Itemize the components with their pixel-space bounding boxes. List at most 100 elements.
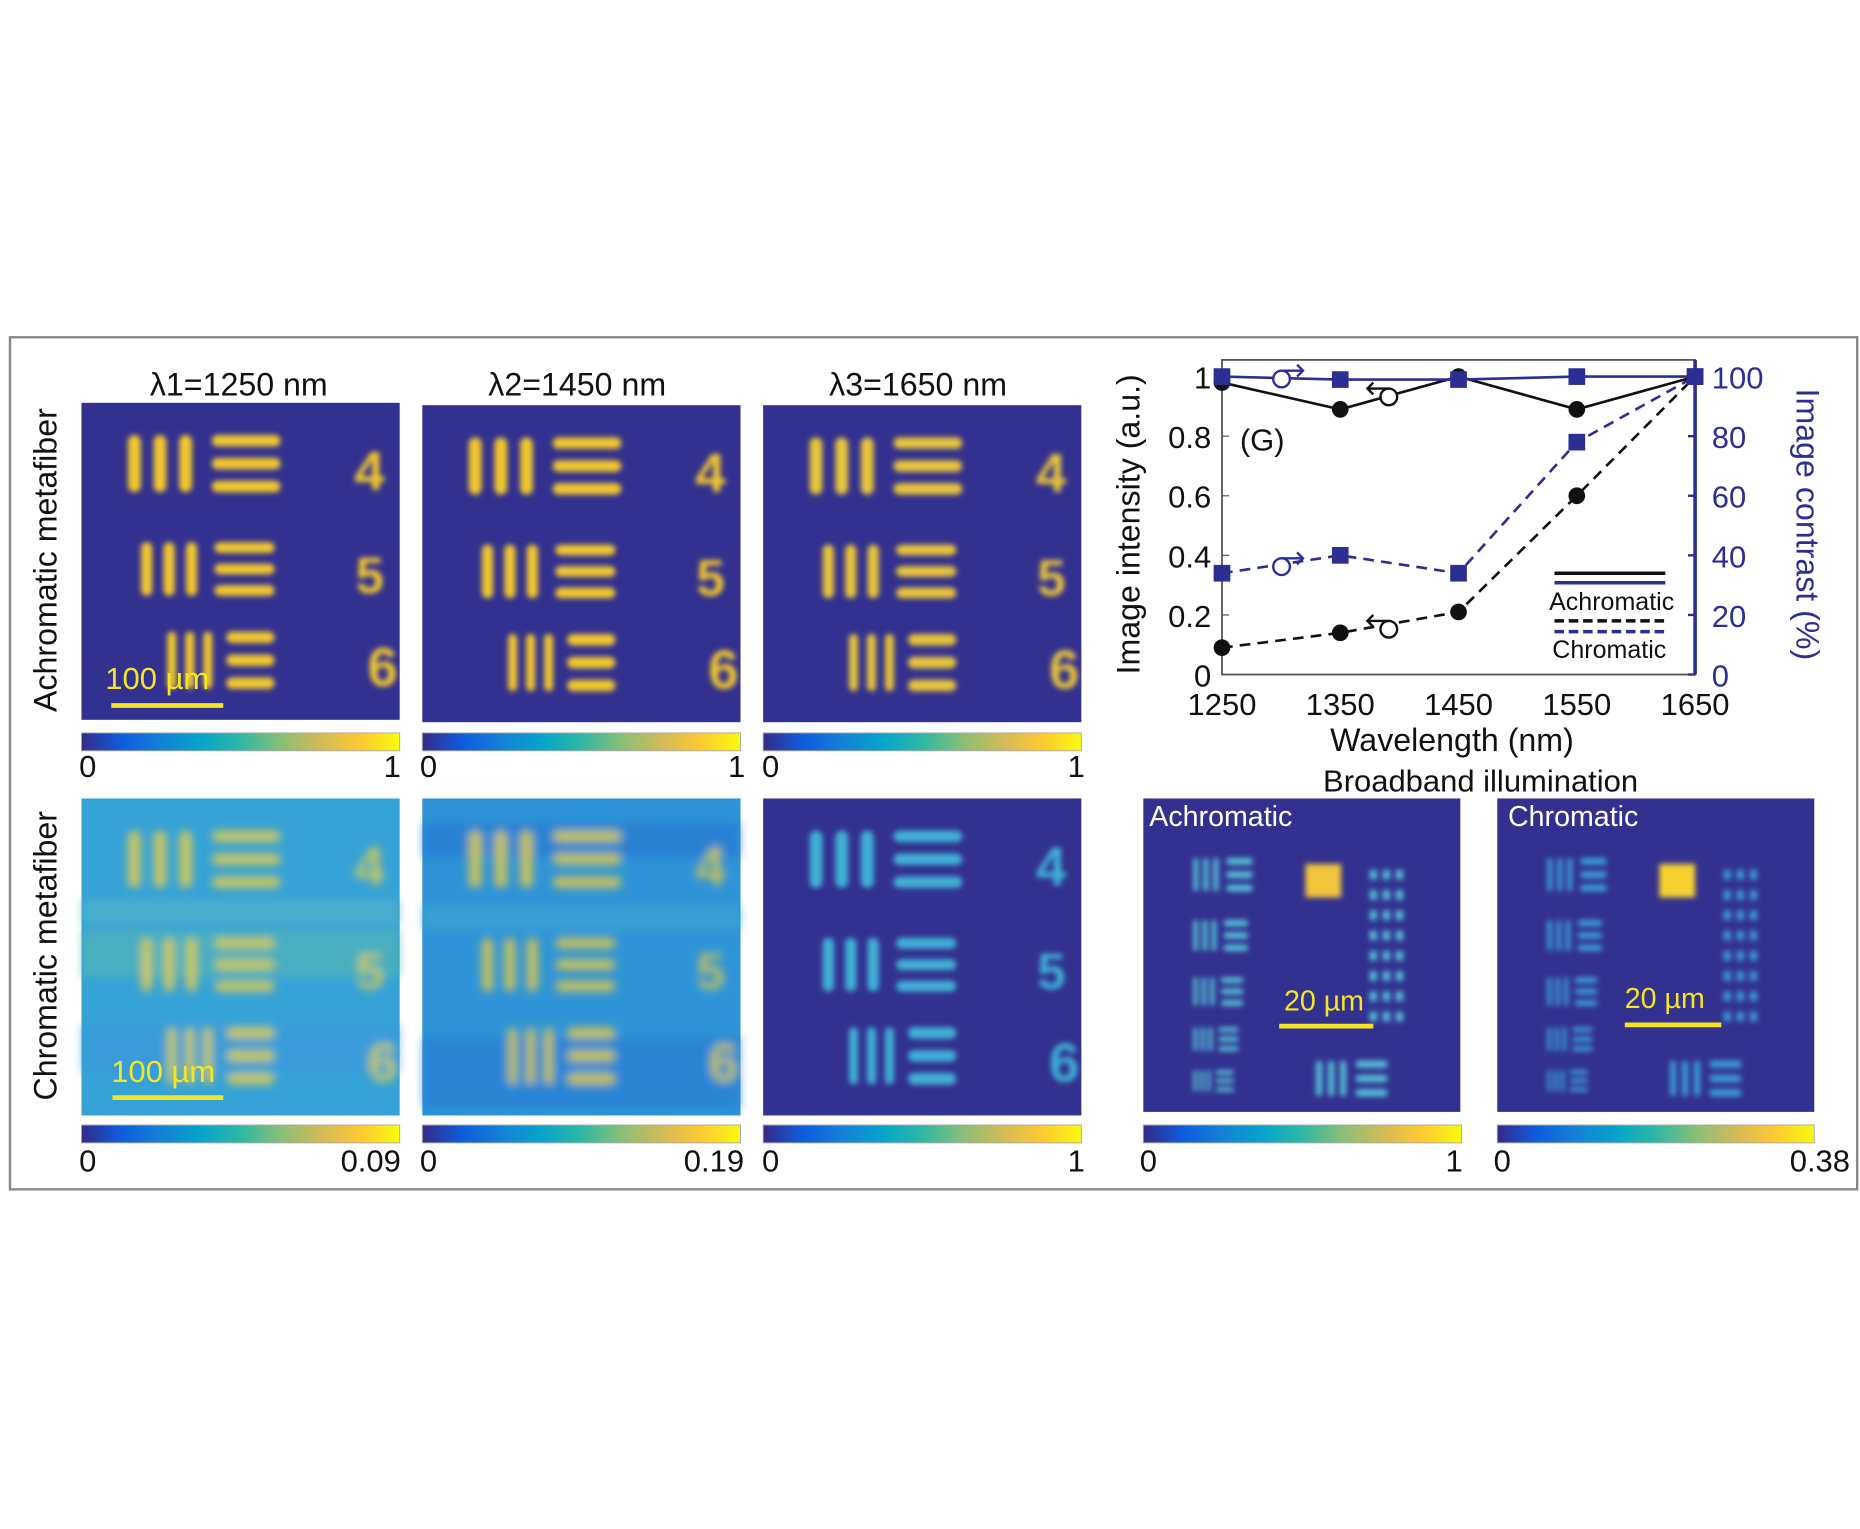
vertical-bar [163, 542, 175, 596]
vertical-bar [860, 830, 874, 888]
vertical-bar [835, 830, 849, 888]
vertical-bar [1316, 1060, 1323, 1097]
vertical-bar [520, 437, 533, 495]
vertical-bar [1208, 1027, 1213, 1052]
target-pattern: 4 5 6 [809, 830, 1079, 1094]
data-point [1331, 547, 1349, 564]
horizontal-bar [1226, 858, 1253, 865]
y-tick-label: 0.8 [1168, 420, 1211, 455]
vertical-bar [481, 937, 494, 992]
broadband-scalebar-label-1: 20 µm [1284, 986, 1364, 1018]
vertical-bar [504, 937, 516, 992]
vertical-bar [526, 937, 538, 992]
scalebar-label-top: 100 µm [105, 661, 209, 696]
small-element [1395, 910, 1404, 921]
axis-indicator-arrow-icon [1281, 551, 1305, 566]
horizontal-bar [1220, 977, 1244, 983]
small-element [1723, 930, 1731, 941]
colorbar [81, 1124, 401, 1144]
target-digit: 6 [367, 1033, 397, 1094]
broadband-title: Broadband illumination [1323, 763, 1638, 798]
small-element [1369, 951, 1377, 961]
small-element [1382, 991, 1391, 1002]
image-panel: 4 5 6 [81, 798, 400, 1116]
vertical-bar [1560, 1070, 1565, 1092]
image-panel: 4 5 6 [763, 798, 1082, 1116]
data-point [1568, 368, 1586, 385]
y2-tick-label: 100 [1712, 361, 1764, 396]
horizontal-bar [552, 876, 622, 888]
cbar-bb2-min: 0 [1494, 1143, 1511, 1178]
y-tick-label: 0.4 [1168, 539, 1211, 574]
horizontal-bar [1223, 944, 1249, 952]
broadband-label-chromatic: Chromatic [1508, 801, 1638, 833]
y2-tick-label: 40 [1712, 539, 1746, 574]
chart-marks: 0 0.2 0.4 0.6 0.8 1 0 20 40 60 80 100 1250 1350 1450 15… [1168, 361, 1763, 723]
target-digit: 6 [708, 639, 738, 700]
horizontal-bar [1577, 920, 1603, 927]
vertical-bar [884, 634, 895, 692]
horizontal-bar [1226, 884, 1253, 892]
figure-frame [8, 336, 1859, 1191]
cbar-r1c2-min: 0 [420, 749, 437, 784]
data-point [1686, 368, 1704, 385]
colorbar [762, 732, 1082, 752]
vertical-bar [468, 830, 482, 888]
panel-label-g: (G) [1240, 422, 1285, 457]
vertical-bar [468, 437, 482, 495]
horizontal-bar [1569, 1078, 1588, 1084]
column-title-3: λ3=1650 nm [829, 367, 1007, 403]
data-point [1568, 401, 1586, 418]
x-tick-label: 1550 [1542, 687, 1611, 722]
small-element [1395, 971, 1404, 981]
vertical-bar [1200, 1027, 1205, 1052]
x-tick-label: 1350 [1306, 687, 1375, 722]
horizontal-bar [211, 830, 281, 843]
vertical-bar [179, 830, 193, 888]
colorbar [81, 732, 401, 752]
small-element [1736, 971, 1744, 981]
horizontal-bar [907, 656, 957, 669]
cbar-bb1-min: 0 [1140, 1143, 1157, 1178]
vertical-bar [127, 434, 141, 493]
small-element [1736, 930, 1744, 941]
horizontal-bar [1580, 884, 1607, 892]
horizontal-bar [567, 1050, 616, 1062]
axis-indicator-arrow-icon [1365, 381, 1389, 396]
small-element [1736, 910, 1744, 921]
horizontal-bar [1215, 1070, 1234, 1075]
axis-indicator-circle [1272, 369, 1292, 389]
small-element [1723, 890, 1731, 900]
horizontal-bar [1220, 988, 1244, 995]
small-element [1749, 869, 1758, 880]
horizontal-bar [226, 1050, 275, 1062]
target-digit: 5 [1037, 550, 1065, 607]
colorbar [421, 1124, 741, 1144]
bright-square [1305, 864, 1342, 898]
horizontal-bar [907, 1027, 957, 1039]
x-tick-label: 1450 [1424, 687, 1493, 722]
y-tick-label: 0.2 [1168, 599, 1211, 634]
vertical-bar [1547, 977, 1552, 1006]
vertical-bar [526, 634, 536, 692]
horizontal-bar [1709, 1074, 1742, 1083]
horizontal-bar [893, 830, 963, 843]
small-element [1369, 1011, 1377, 1022]
vertical-bar [163, 937, 175, 992]
vertical-bar [1557, 858, 1563, 892]
target-digit: 5 [696, 550, 724, 607]
vertical-bar [185, 542, 198, 596]
small-element [1723, 869, 1731, 880]
axis-indicator-circle [1272, 557, 1292, 577]
small-element [1736, 991, 1744, 1002]
horizontal-bar [555, 937, 616, 949]
legend-label-achromatic: Achromatic [1549, 588, 1674, 616]
horizontal-bar [907, 1050, 957, 1062]
cbar-r2c2-min: 0 [420, 1143, 437, 1178]
small-element [1723, 910, 1731, 921]
horizontal-bar [1218, 1027, 1239, 1033]
small-element [1749, 991, 1758, 1002]
small-element [1369, 869, 1377, 880]
horizontal-bar [1223, 920, 1249, 927]
image-panel: 4 5 6 [81, 402, 400, 720]
